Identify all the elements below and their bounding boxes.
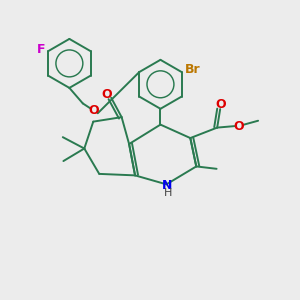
Text: O: O xyxy=(101,88,112,101)
Text: F: F xyxy=(37,43,46,56)
Text: H: H xyxy=(164,188,172,198)
Text: O: O xyxy=(89,104,100,117)
Text: N: N xyxy=(162,179,172,192)
Text: O: O xyxy=(215,98,226,111)
Text: Br: Br xyxy=(185,63,201,76)
Text: O: O xyxy=(233,120,244,133)
